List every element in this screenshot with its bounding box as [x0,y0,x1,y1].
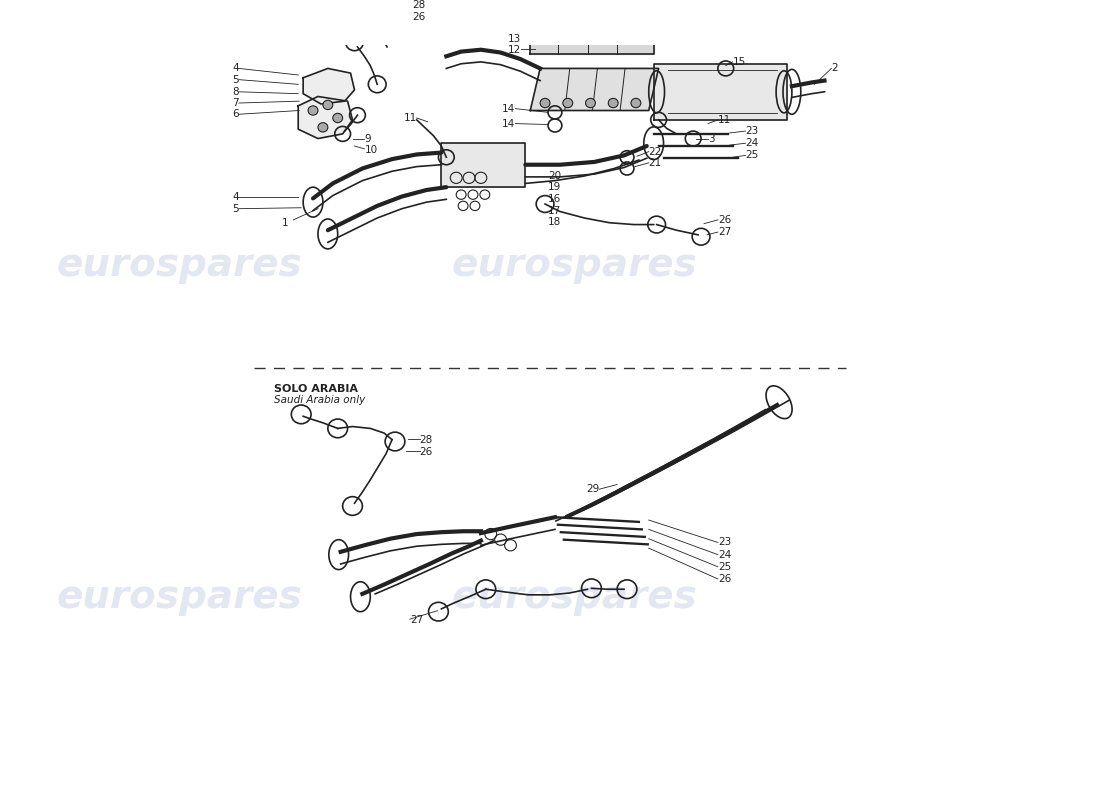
Polygon shape [298,97,352,138]
Polygon shape [530,69,659,110]
Text: 13: 13 [508,34,521,43]
Text: 26: 26 [718,574,732,584]
Polygon shape [304,69,354,104]
Text: 25: 25 [718,562,732,572]
Circle shape [540,98,550,108]
Text: 29: 29 [586,484,600,494]
Text: 17: 17 [548,206,561,215]
Circle shape [631,98,641,108]
Circle shape [333,114,343,122]
Text: 26: 26 [420,446,433,457]
Text: 25: 25 [746,150,759,160]
Circle shape [585,98,595,108]
Text: eurospares: eurospares [56,246,302,284]
Circle shape [563,98,573,108]
Text: 9: 9 [364,134,371,145]
Text: 22: 22 [649,146,662,157]
Text: 5: 5 [232,74,239,85]
Text: eurospares: eurospares [56,578,302,616]
Text: 2: 2 [832,63,838,74]
Polygon shape [530,36,653,54]
Text: 11: 11 [404,113,417,123]
Text: 15: 15 [733,57,746,67]
Text: 14: 14 [503,104,516,114]
Text: 1: 1 [282,218,288,228]
Text: 7: 7 [232,98,239,108]
Circle shape [608,98,618,108]
Text: 8: 8 [232,87,239,97]
Text: Saudi Arabia only: Saudi Arabia only [274,395,365,406]
Text: 23: 23 [718,538,732,547]
Text: eurospares: eurospares [451,578,697,616]
Text: 5: 5 [232,204,239,214]
Text: 18: 18 [548,217,561,226]
Text: 4: 4 [232,193,239,202]
Text: 21: 21 [649,158,662,168]
Text: 16: 16 [548,194,561,204]
Text: 6: 6 [232,110,239,119]
Circle shape [323,100,333,110]
Circle shape [308,106,318,115]
Text: eurospares: eurospares [451,246,697,284]
Polygon shape [653,64,786,120]
Text: 24: 24 [746,138,759,148]
Text: 23: 23 [746,126,759,136]
Text: 28: 28 [411,0,425,10]
Text: 3: 3 [708,134,715,143]
Text: 19: 19 [548,182,561,192]
Text: 28: 28 [420,434,433,445]
Text: 26: 26 [718,215,732,225]
Text: 26: 26 [411,12,425,22]
Text: 4: 4 [232,63,239,74]
Text: 20: 20 [548,171,561,181]
Text: 27: 27 [410,615,424,625]
Text: 10: 10 [364,145,377,154]
Polygon shape [441,143,526,187]
Text: 11: 11 [718,115,732,125]
Circle shape [318,122,328,132]
Text: SOLO ARABIA: SOLO ARABIA [274,384,358,394]
Text: 12: 12 [508,45,521,54]
Text: 14: 14 [503,118,516,129]
Text: 24: 24 [718,550,732,560]
Text: 27: 27 [718,227,732,237]
